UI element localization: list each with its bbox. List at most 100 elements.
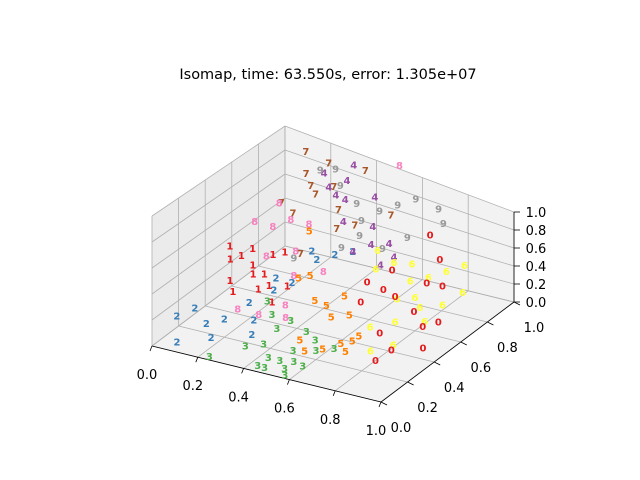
digit-point: 9: [404, 233, 411, 244]
digit-point: 7: [278, 198, 285, 209]
gridline-floor-x: [334, 290, 469, 392]
digit-point: 7: [335, 205, 342, 216]
digit-point: 8: [282, 313, 289, 324]
y-tick-mark: [434, 361, 441, 366]
z-tick-label: 0.2: [526, 278, 547, 293]
digit-point: 8: [269, 222, 276, 233]
y-tick-label: 0.8: [497, 341, 518, 356]
x-tick-mark: [241, 368, 244, 374]
digit-point: 9: [332, 164, 339, 175]
digit-point: 0: [389, 266, 396, 277]
digit-point: 3: [312, 335, 319, 346]
digit-point: 5: [337, 339, 344, 350]
gridline-floor-x: [197, 256, 332, 358]
gridline-left-z: [151, 173, 286, 269]
digit-point: 0: [372, 356, 379, 367]
digit-point: 0: [420, 343, 427, 354]
digit-point: 4: [350, 161, 357, 172]
digit-point: 2: [208, 333, 215, 344]
digit-point: 1: [250, 270, 257, 281]
axis-lines: [149, 211, 521, 408]
digit-point: 2: [273, 274, 280, 285]
digit-point: 5: [342, 347, 349, 358]
digit-point: 3: [303, 327, 310, 338]
digit-point: 8: [255, 310, 262, 321]
gridline-left-z: [151, 197, 286, 295]
z-tick-label: 0.6: [526, 242, 547, 257]
digit-point: 6: [416, 303, 423, 314]
gridline-left-z: [151, 149, 286, 243]
digit-point: 2: [270, 286, 277, 297]
digit-point: 2: [221, 315, 228, 326]
digit-point: 0: [419, 322, 426, 333]
digit-point: 2: [191, 304, 198, 315]
x-axis-line: [151, 345, 382, 403]
digit-point: 5: [295, 273, 302, 284]
digit-point: 5: [323, 301, 330, 312]
digit-point: 0: [427, 230, 434, 241]
digit-point: 8: [251, 217, 258, 228]
digit-point: 1: [284, 282, 291, 293]
digit-point: 4: [391, 253, 398, 264]
digit-point: 6: [407, 277, 414, 288]
tick-labels: 0.0 0.0 0.0 0.2 0.2 0.2 0.4 0.4 0.4 0.6 0.6 0.6 0.8 0…: [137, 206, 547, 439]
digit-point: 1: [227, 254, 234, 265]
digit-point: 9: [337, 181, 344, 192]
digit-point: 4: [386, 239, 393, 250]
digit-point: 7: [303, 169, 310, 180]
x-tick-label: 0.6: [274, 402, 295, 417]
digit-point: 5: [301, 347, 308, 358]
digit-point: 7: [388, 210, 395, 221]
x-tick-label: 0.0: [137, 368, 158, 383]
digit-point: 3: [331, 344, 338, 355]
digit-point: 9: [412, 195, 419, 206]
gridline-floor-y: [231, 285, 461, 343]
gridline-back-z: [284, 221, 515, 285]
gridline-left-z: [151, 221, 286, 321]
digit-point: 3: [290, 357, 297, 368]
digit-point: 6: [412, 293, 419, 304]
digit-point: 4: [340, 217, 347, 228]
digit-point: 4: [369, 222, 376, 233]
digit-point: 6: [393, 294, 400, 305]
digit-point: 8: [320, 267, 327, 278]
digit-point: 2: [349, 247, 356, 258]
digit-point: 9: [435, 205, 442, 216]
z-tick-label: 1.0: [526, 206, 547, 221]
digit-point: 4: [377, 261, 384, 272]
digit-point: 6: [439, 301, 446, 312]
x-tick-mark: [287, 379, 290, 385]
digit-point: 3: [264, 296, 271, 307]
digit-point: 6: [392, 318, 399, 329]
digit-point: 4: [368, 240, 375, 251]
digit-point: 4: [349, 247, 356, 258]
y-axis-line: [380, 301, 515, 403]
y-tick-label: 0.0: [391, 421, 412, 436]
gridline-back-z: [284, 125, 515, 213]
digit-point: 3: [313, 346, 320, 357]
digit-point: 7: [297, 249, 304, 260]
digit-point: 2: [203, 319, 210, 330]
y-tick-label: 0.2: [417, 401, 438, 416]
digit-point: 3: [281, 364, 288, 375]
digit-point: 0: [376, 328, 383, 339]
digit-point: 1: [229, 287, 236, 298]
digit-point: 4: [332, 191, 339, 202]
digit-point: 2: [248, 330, 255, 341]
digit-point: 0: [364, 278, 371, 289]
digit-point: 6: [372, 264, 379, 275]
digit-point: 5: [355, 332, 362, 343]
digit-point: 9: [358, 216, 365, 227]
digit-point: 8: [263, 251, 270, 262]
x-tick-mark: [378, 401, 382, 408]
y-tick-mark: [513, 301, 521, 306]
digit-point: 0: [435, 318, 442, 329]
digit-point: 4: [371, 193, 378, 204]
digit-point: 1: [238, 251, 245, 262]
digit-point: 5: [307, 271, 314, 282]
digit-point: 3: [276, 356, 283, 367]
z-tick-label: 0.0: [526, 296, 547, 311]
digit-point: 9: [394, 200, 401, 211]
